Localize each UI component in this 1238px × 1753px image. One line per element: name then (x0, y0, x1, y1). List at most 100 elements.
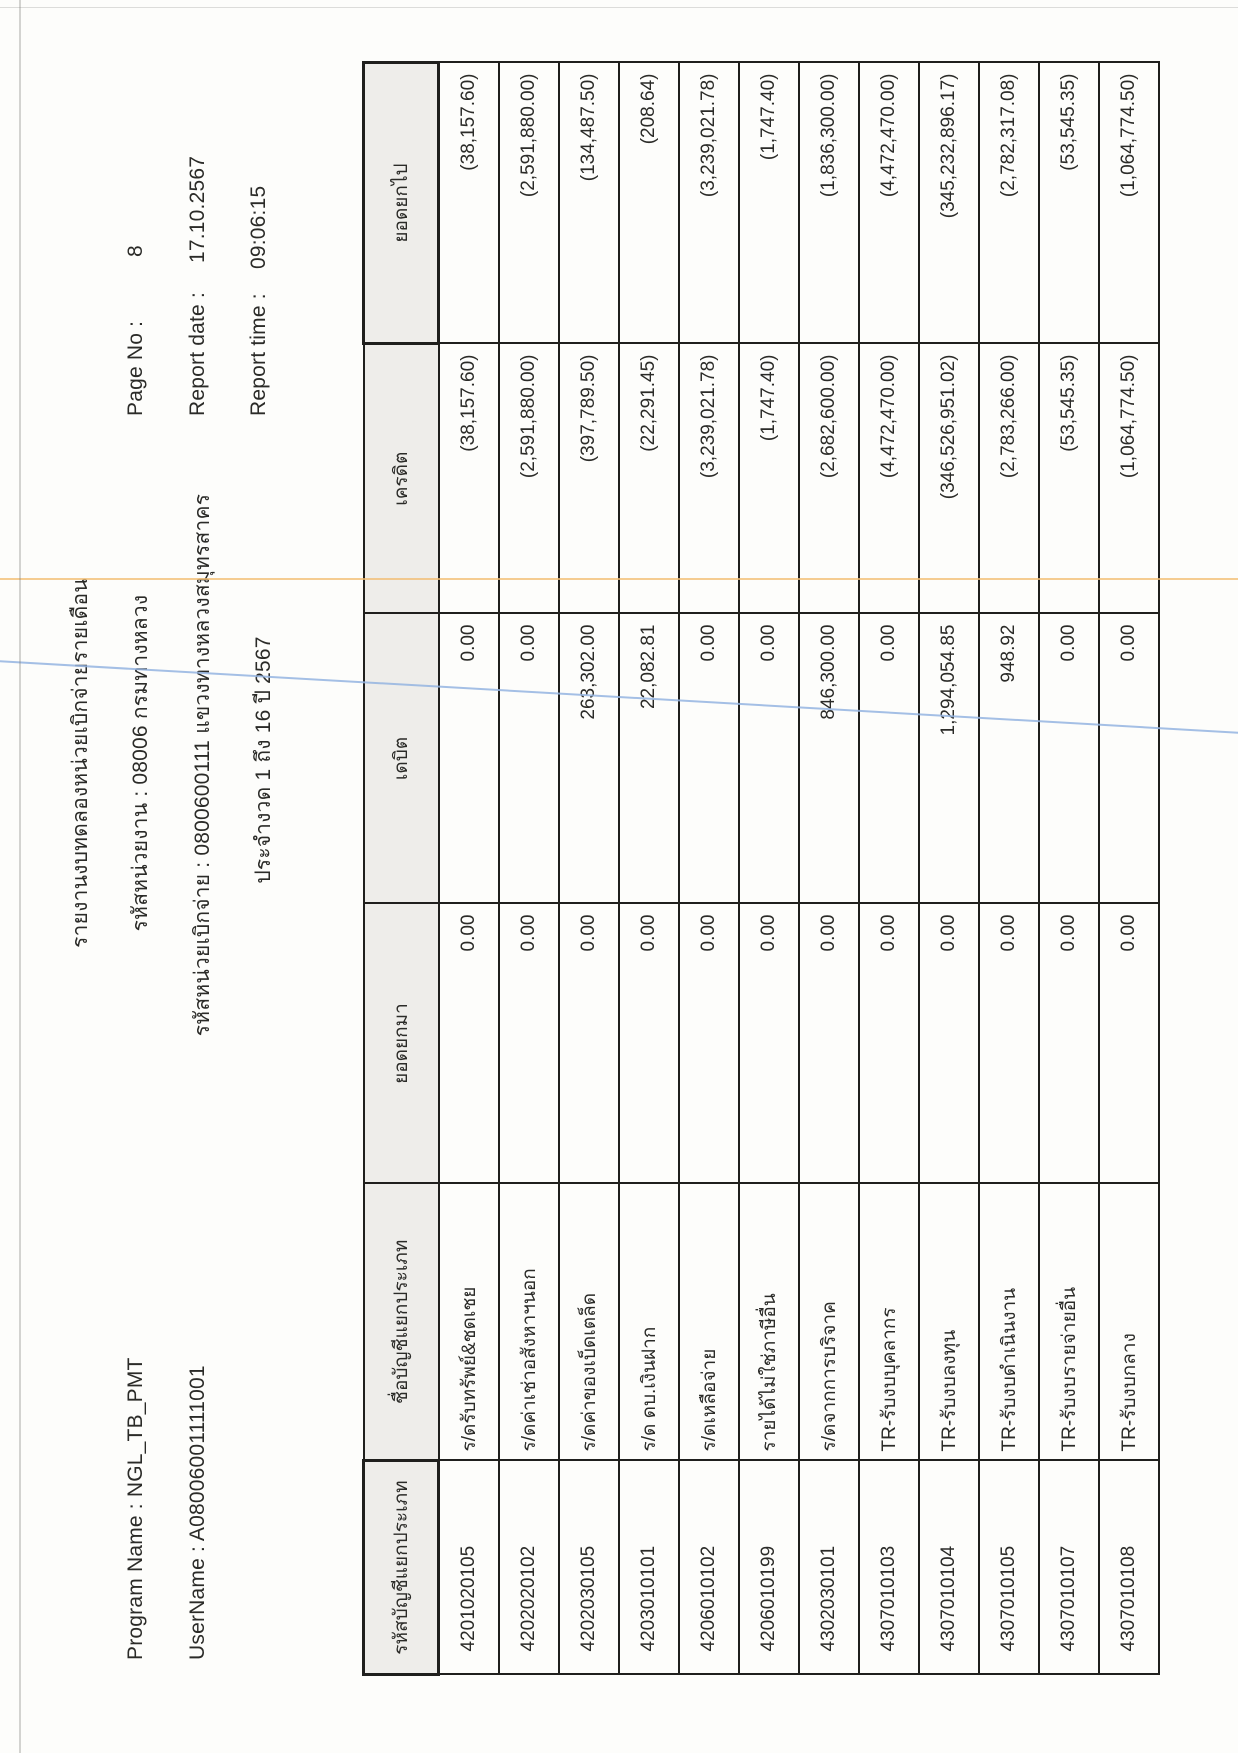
page-no-label: Page No : (124, 320, 147, 416)
account-name: ร/ดค่าเช่าอสังหาฯนอก (498, 1183, 559, 1461)
program-name-line: Program Name : NGL_TB_PMT (124, 1357, 147, 1660)
carried-forward-amount: (1,747.40) (738, 62, 799, 344)
account-code: 4206010199 (738, 1460, 799, 1675)
report-title: รายงานงบทดลองหน่วยเบิกจ่ายรายเดือน (69, 578, 92, 948)
credit-amount: (1,747.40) (738, 343, 799, 614)
col-header-name: ชื่อบัญชีแยกประเภท (363, 1183, 439, 1461)
col-header-code: รหัสบัญชีแยกประเภท (363, 1460, 439, 1675)
credit-amount: (2,783,266.00) (978, 343, 1039, 614)
brought-forward-amount: 0.00 (1038, 903, 1099, 1184)
trial-balance-table: รหัสบัญชีแยกประเภท ชื่อบัญชีแยกประเภท ยอ… (362, 61, 1160, 1676)
agency-code-line: รหัสหน่วยงาน : 08006 กรมทางหลวง (129, 594, 152, 932)
table-row: 4206010199 รายได้ไม่ใช่ภาษีอื่น 0.00 0.0… (738, 62, 799, 1675)
page-no-value: 8 (124, 245, 147, 257)
account-name: ร/ดรับทรัพย์&ชดเชย (438, 1183, 499, 1461)
brought-forward-amount: 0.00 (498, 903, 559, 1184)
brought-forward-amount: 0.00 (1098, 903, 1159, 1184)
report-date-value: 17.10.2567 (186, 155, 209, 263)
account-name: TR-รับงบรายจ่ายอื่น (1038, 1183, 1099, 1461)
col-header-debit: เดบิต (363, 613, 439, 904)
col-header-carried-forward: ยอดยกไป (363, 62, 439, 344)
debit-amount: 0.00 (858, 613, 919, 904)
account-code: 4202020102 (498, 1460, 559, 1675)
account-code: 4202030105 (558, 1460, 619, 1675)
credit-amount: (1,064,774.50) (1098, 343, 1159, 614)
account-code: 4302030101 (798, 1460, 859, 1675)
period-line: ประจำงวด 1 ถึง 16 ปี 2567 (252, 636, 275, 884)
debit-amount: 948.92 (978, 613, 1039, 904)
account-code: 4307010103 (858, 1460, 919, 1675)
report-date-label: Report date : (186, 291, 209, 416)
carried-forward-amount: (3,239,021.78) (678, 62, 739, 344)
table-row: 4307010107 TR-รับงบรายจ่ายอื่น 0.00 0.00… (1038, 62, 1099, 1675)
debit-amount: 0.00 (1098, 613, 1159, 904)
carried-forward-amount: (2,782,317.08) (978, 62, 1039, 344)
carried-forward-amount: (2,591,880.00) (498, 62, 559, 344)
debit-amount: 0.00 (1038, 613, 1099, 904)
brought-forward-amount: 0.00 (438, 903, 499, 1184)
brought-forward-amount: 0.00 (798, 903, 859, 1184)
table-row: 4201020105 ร/ดรับทรัพย์&ชดเชย 0.00 0.00 … (438, 62, 499, 1675)
debit-amount: 1,294,054.85 (918, 613, 979, 904)
debit-amount: 0.00 (678, 613, 739, 904)
table-row: 4206010102 ร/ดเหลือจ่าย 0.00 0.00 (3,239… (678, 62, 739, 1675)
carried-forward-amount: (1,836,300.00) (798, 62, 859, 344)
report-time-value: 09:06:15 (247, 185, 270, 269)
account-code: 4206010102 (678, 1460, 739, 1675)
account-code: 4307010108 (1098, 1460, 1159, 1675)
disbursement-unit-line: รหัสหน่วยเบิกจ่าย : 0800600111 แขวงทางหล… (191, 493, 214, 1037)
debit-amount: 263,302.00 (558, 613, 619, 904)
credit-amount: (2,682,600.00) (798, 343, 859, 614)
debit-amount: 0.00 (738, 613, 799, 904)
brought-forward-amount: 0.00 (618, 903, 679, 1184)
carried-forward-amount: (1,064,774.50) (1098, 62, 1159, 344)
table-row: 4202030105 ร/ดค่าของเบ็ดเตล็ด 0.00 263,3… (558, 62, 619, 1675)
account-name: ร/ดจากการบริจาค (798, 1183, 859, 1461)
brought-forward-amount: 0.00 (678, 903, 739, 1184)
account-code: 4307010107 (1038, 1460, 1099, 1675)
col-header-credit: เครดิต (363, 343, 439, 614)
credit-amount: (2,591,880.00) (498, 343, 559, 614)
brought-forward-amount: 0.00 (978, 903, 1039, 1184)
account-code: 4307010105 (978, 1460, 1039, 1675)
credit-amount: (4,472,470.00) (858, 343, 919, 614)
debit-amount: 22,082.81 (618, 613, 679, 904)
account-name: TR-รับงบบุคลากร (858, 1183, 919, 1461)
account-name: TR-รับงบลงทุน (918, 1183, 979, 1461)
brought-forward-amount: 0.00 (738, 903, 799, 1184)
carried-forward-amount: (4,472,470.00) (858, 62, 919, 344)
carried-forward-amount: (134,487.50) (558, 62, 619, 344)
credit-amount: (3,239,021.78) (678, 343, 739, 614)
account-code: 4307010104 (918, 1460, 979, 1675)
table-row: 4302030101 ร/ดจากการบริจาค 0.00 846,300.… (798, 62, 859, 1675)
brought-forward-amount: 0.00 (858, 903, 919, 1184)
account-code: 4201020105 (438, 1460, 499, 1675)
account-name: ร/ดค่าของเบ็ดเตล็ด (558, 1183, 619, 1461)
account-name: ร/ดเหลือจ่าย (678, 1183, 739, 1461)
debit-amount: 0.00 (438, 613, 499, 904)
brought-forward-amount: 0.00 (558, 903, 619, 1184)
carried-forward-amount: (345,232,896.17) (918, 62, 979, 344)
account-name: TR-รับงบกลาง (1098, 1183, 1159, 1461)
carried-forward-amount: (208.64) (618, 62, 679, 344)
account-name: ร/ด ดบ.เงินฝาก (618, 1183, 679, 1461)
report-time-label: Report time : (247, 293, 270, 416)
account-code: 4203010101 (618, 1460, 679, 1675)
carried-forward-amount: (53,545.35) (1038, 62, 1099, 344)
debit-amount: 846,300.00 (798, 613, 859, 904)
credit-amount: (22,291.45) (618, 343, 679, 614)
table-header-row: รหัสบัญชีแยกประเภท ชื่อบัญชีแยกประเภท ยอ… (363, 62, 439, 1675)
account-name: รายได้ไม่ใช่ภาษีอื่น (738, 1183, 799, 1461)
credit-amount: (346,526,951.02) (918, 343, 979, 614)
table-row: 4202020102 ร/ดค่าเช่าอสังหาฯนอก 0.00 0.0… (498, 62, 559, 1675)
table-row: 4307010105 TR-รับงบดำเนินงาน 0.00 948.92… (978, 62, 1039, 1675)
table-row: 4203010101 ร/ด ดบ.เงินฝาก 0.00 22,082.81… (618, 62, 679, 1675)
credit-amount: (53,545.35) (1038, 343, 1099, 614)
table-row: 4307010104 TR-รับงบลงทุน 0.00 1,294,054.… (918, 62, 979, 1675)
col-header-brought-forward: ยอดยกมา (363, 903, 439, 1184)
user-name-line: UserName : A08006001111001 (186, 1365, 209, 1660)
credit-amount: (38,157.60) (438, 343, 499, 614)
table-row: 4307010108 TR-รับงบกลาง 0.00 0.00 (1,064… (1098, 62, 1159, 1675)
